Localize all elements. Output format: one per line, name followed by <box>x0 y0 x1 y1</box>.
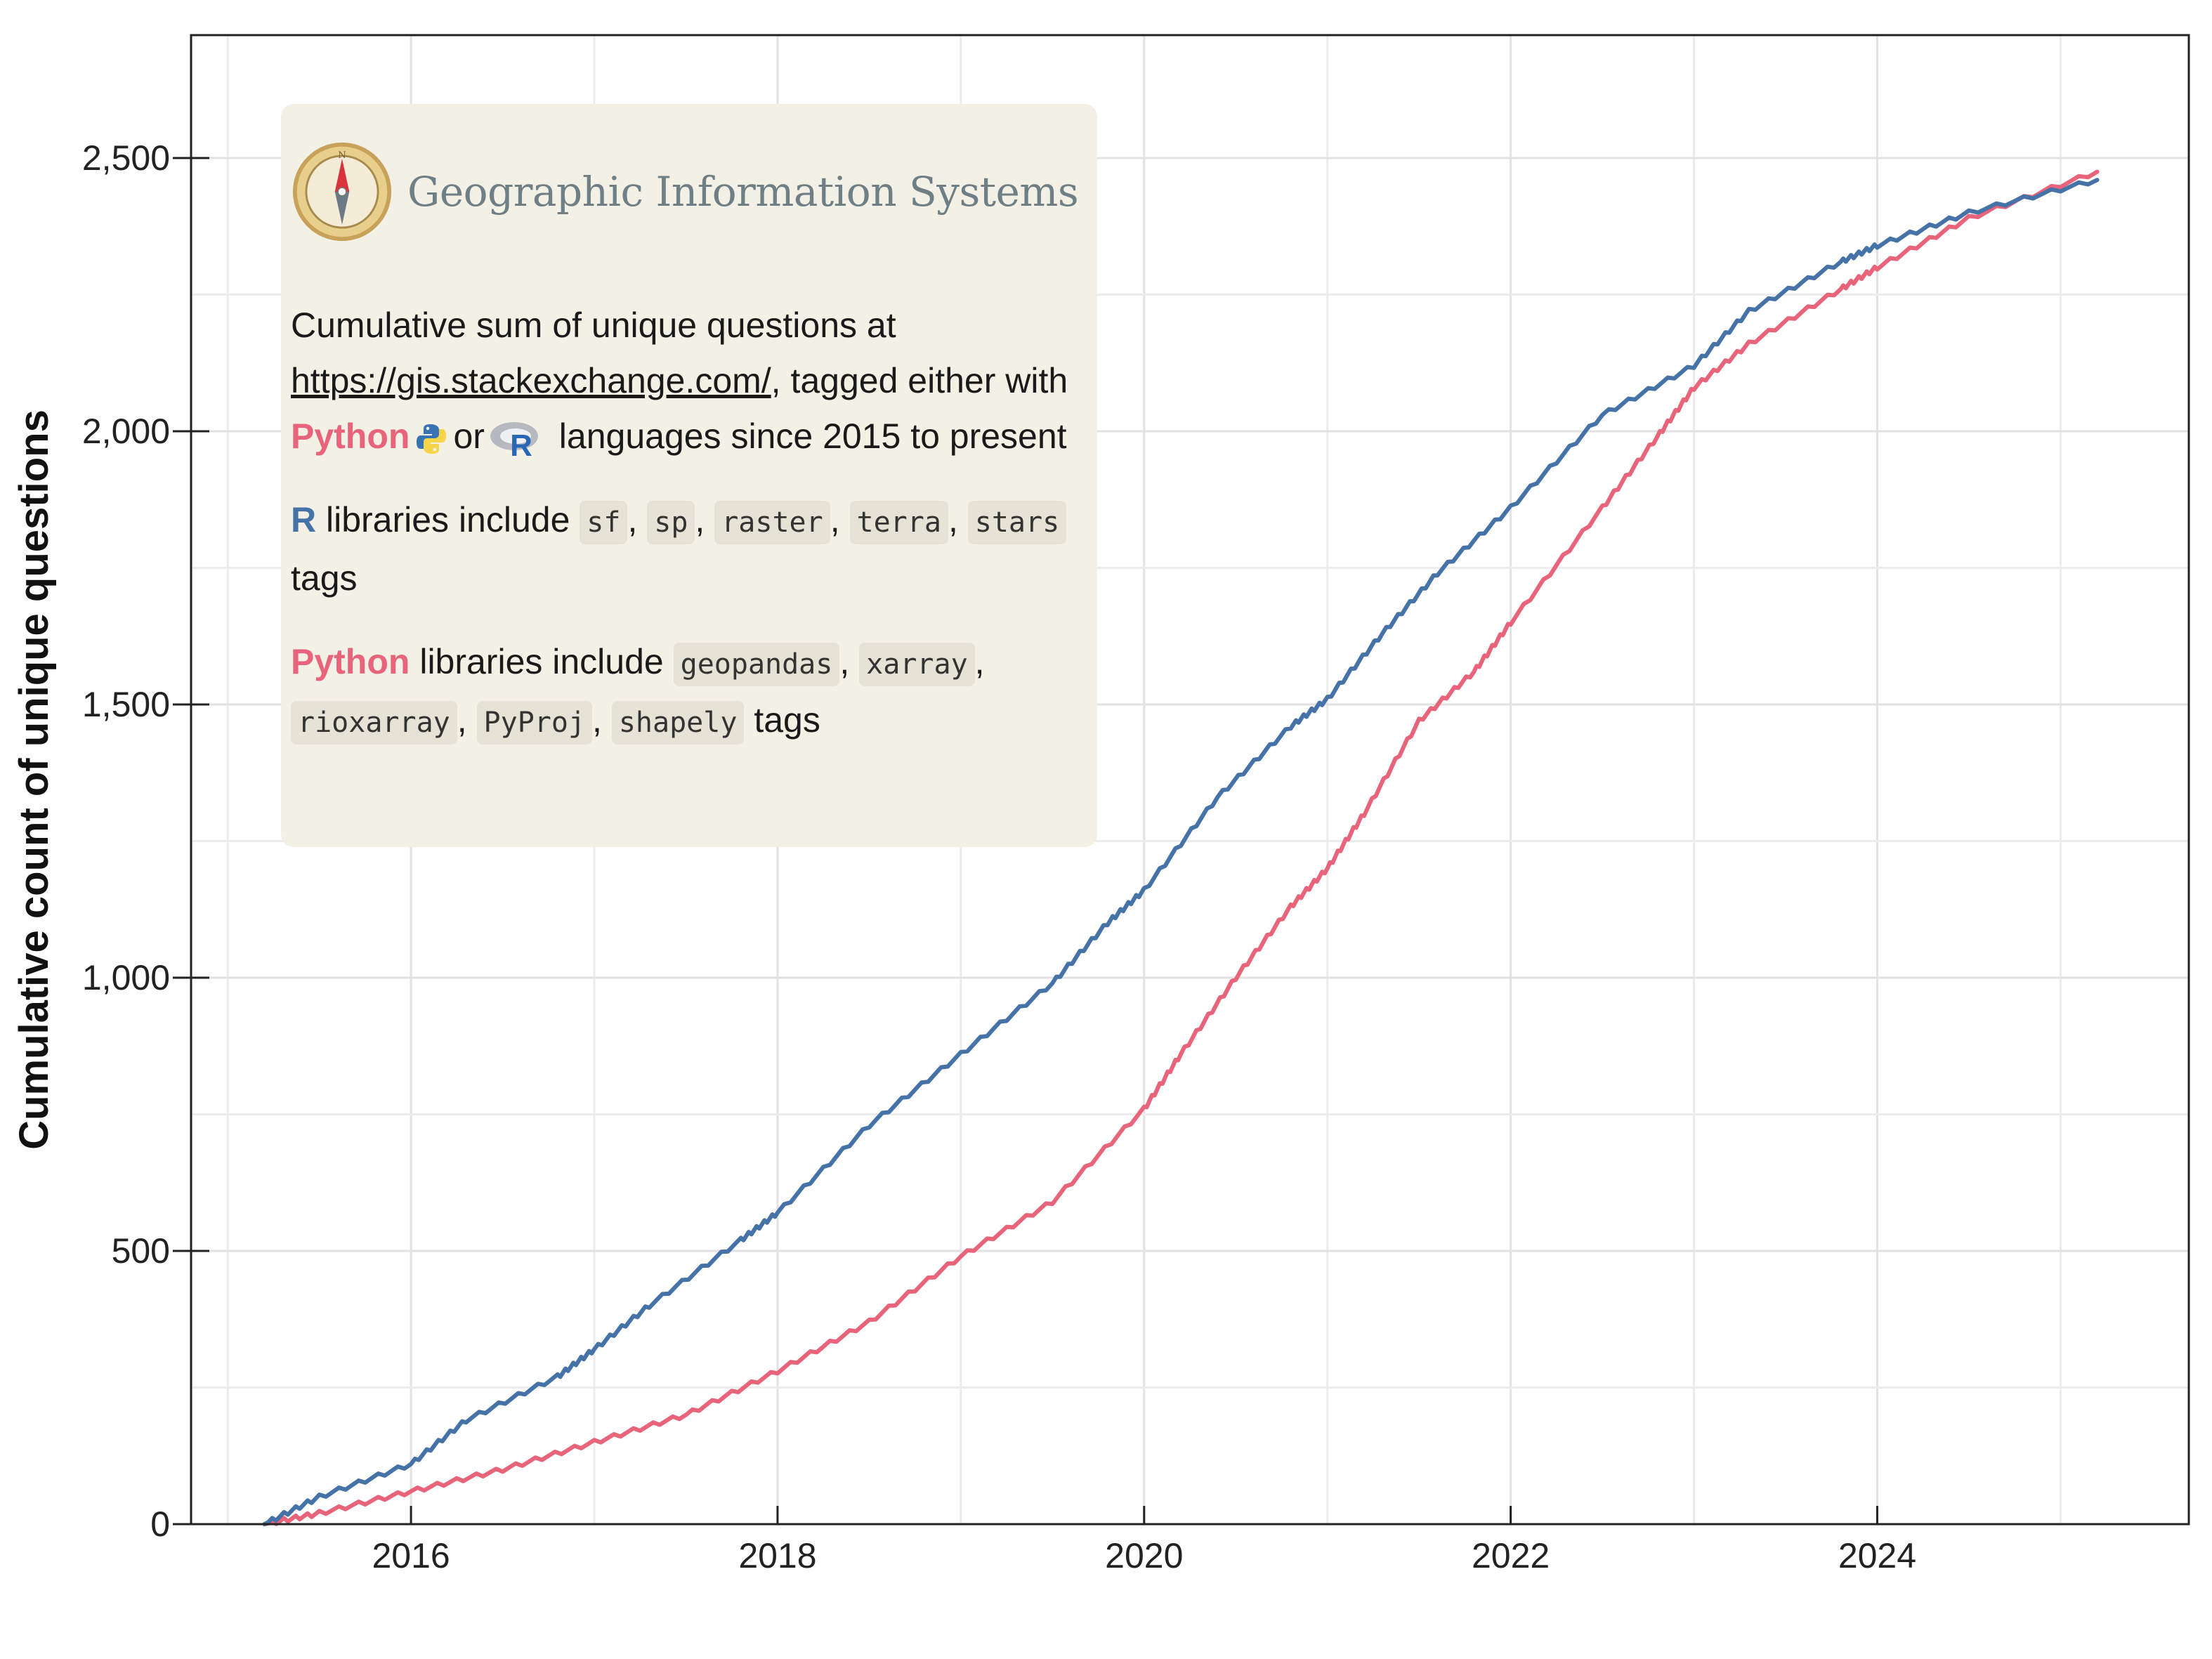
series-line-python <box>262 169 2100 1526</box>
svg-text:N: N <box>338 150 346 161</box>
y-tick-label: 0 <box>150 1504 170 1544</box>
logo-text: Geographic Information Systems <box>407 168 1079 216</box>
tag-rioxarray: rioxarray <box>291 701 457 745</box>
r-tags-suffix: tags <box>291 558 358 598</box>
y-tick-label: 2,000 <box>82 412 170 451</box>
python-label: Python <box>291 417 410 456</box>
series-line-r <box>262 178 2100 1526</box>
r-logo-icon: R <box>490 421 538 459</box>
y-tick-label: 2,500 <box>82 138 170 178</box>
tag-sf: sf <box>580 501 628 544</box>
plot-frame <box>190 34 2190 1526</box>
tag-stars: stars <box>967 501 1067 544</box>
x-tick-label: 2022 <box>1472 1536 1550 1575</box>
python-libraries-text: libraries include <box>410 642 674 681</box>
r-libraries-text: libraries include <box>316 500 580 539</box>
compass-icon: N <box>292 142 392 242</box>
x-tick-label: 2024 <box>1838 1536 1916 1575</box>
svg-text:R: R <box>510 428 532 459</box>
description-paragraph: Cumulative sum of unique questions at ht… <box>291 298 1082 464</box>
python-label-2: Python <box>291 642 410 681</box>
python-logo-icon <box>417 424 447 454</box>
y-tick-label: 1,000 <box>82 958 170 997</box>
y-axis-title: Cumulative count of unique questions <box>11 409 57 1150</box>
x-tick-label: 2020 <box>1105 1536 1183 1575</box>
series-lines <box>262 169 2100 1526</box>
python-libraries-paragraph: Python libraries include geopandas, xarr… <box>291 634 1082 751</box>
y-tick-label: 500 <box>112 1231 170 1271</box>
x-tick-label: 2018 <box>738 1536 816 1575</box>
tag-shapely: shapely <box>611 701 745 745</box>
tag-pyproj: PyProj <box>476 701 593 745</box>
r-label: R <box>291 500 317 539</box>
description-text-3: languages since 2015 to present <box>549 417 1067 456</box>
tag-terra: terra <box>849 501 948 544</box>
python-tags-suffix: tags <box>744 700 820 740</box>
tag-sp: sp <box>647 501 695 544</box>
stackexchange-link[interactable]: https://gis.stackexchange.com/ <box>291 361 771 400</box>
r-libraries-paragraph: R libraries include sf, sp, raster, terr… <box>291 492 1082 606</box>
description-text-2: , tagged either with <box>771 361 1068 400</box>
description-text-1: Cumulative sum of unique questions at <box>291 306 896 345</box>
tag-xarray: xarray <box>859 643 975 686</box>
x-tick-label: 2016 <box>372 1536 450 1575</box>
gis-logo: N Geographic Information Systems <box>291 139 1082 244</box>
or-text: or <box>453 417 485 456</box>
y-tick-label: 1,500 <box>82 685 170 724</box>
tag-raster: raster <box>714 501 830 544</box>
tag-geopandas: geopandas <box>673 643 840 686</box>
info-box: N Geographic Information Systems Cumulat… <box>281 104 1097 847</box>
axis-ticks: 2016 2018 2020 2022 2024 0 500 1,000 1,500 2,000 2… <box>82 138 1916 1575</box>
